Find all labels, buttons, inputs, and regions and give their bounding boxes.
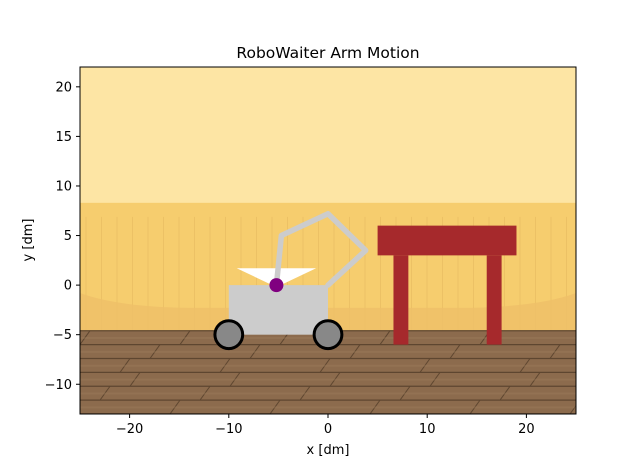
y-axis-label: y [dm]: [21, 219, 36, 262]
floor-joint: [129, 372, 141, 387]
floor-joint: [169, 399, 181, 414]
floor-joint: [249, 344, 261, 359]
floor-joint: [80, 330, 91, 345]
y-axis: −10 −5 0 5 10 15 20: [45, 80, 80, 393]
table-top: [377, 225, 517, 256]
floor-grain: [80, 406, 576, 409]
plot-area: [79, 66, 640, 415]
floor-joint: [399, 385, 411, 401]
floor-joint: [99, 385, 111, 401]
background-image: [80, 67, 640, 414]
floor-grain: [80, 392, 576, 395]
floor-grain: [80, 350, 576, 353]
floor-joint: [620, 358, 630, 372]
robot-wheel: [213, 319, 245, 351]
floor-joint: [499, 385, 511, 401]
floor-joint: [469, 399, 481, 414]
floor-joint: [149, 344, 161, 359]
floor-joint: [449, 344, 461, 359]
floor-grain: [80, 364, 576, 367]
floor-joint: [229, 372, 241, 387]
floor-joint: [580, 331, 590, 345]
robot-wheel: [312, 319, 344, 351]
table-leg: [393, 255, 409, 345]
floor-joint: [319, 358, 331, 373]
floor-joint: [269, 399, 281, 414]
floor-grain: [80, 378, 576, 381]
x-tick-label: −20: [116, 422, 143, 437]
floor-joint: [179, 330, 191, 345]
y-tick-label: −10: [45, 378, 72, 393]
x-tick-label: 10: [419, 422, 436, 437]
table-leg: [486, 255, 502, 345]
chart-title: RoboWaiter Arm Motion: [236, 44, 419, 62]
floor-joint: [369, 399, 381, 414]
floor-joint: [199, 385, 211, 401]
x-tick-label: 20: [518, 422, 535, 437]
floor-joint: [299, 385, 311, 401]
robot-body: [228, 285, 328, 335]
floor-joint: [630, 372, 640, 386]
y-tick-label: 5: [64, 229, 72, 244]
x-tick-label: 0: [324, 422, 332, 437]
floor-joint: [349, 344, 361, 359]
y-tick-label: 10: [55, 179, 72, 194]
floor-joint: [429, 372, 441, 387]
floor-joint: [219, 358, 231, 373]
x-tick-label: −10: [215, 422, 242, 437]
y-tick-label: 0: [64, 279, 72, 294]
robot-arm: [273, 210, 369, 288]
x-axis: −20 −10 0 10 20: [116, 414, 535, 437]
floor-joint: [519, 358, 531, 373]
floor-joint: [329, 372, 341, 387]
floor-joint: [529, 372, 541, 387]
y-tick-label: 15: [55, 130, 72, 145]
x-axis-label: x [dm]: [307, 443, 350, 458]
floor-joint: [549, 344, 561, 359]
y-tick-label: −5: [53, 328, 72, 343]
floor-joint: [419, 358, 431, 373]
floor-joint: [379, 330, 391, 345]
floor-joint: [119, 358, 131, 373]
floor-joint: [600, 386, 610, 400]
y-tick-label: 20: [55, 80, 72, 95]
robot-arm-joint: [269, 278, 284, 293]
floor-joint: [569, 404, 576, 414]
